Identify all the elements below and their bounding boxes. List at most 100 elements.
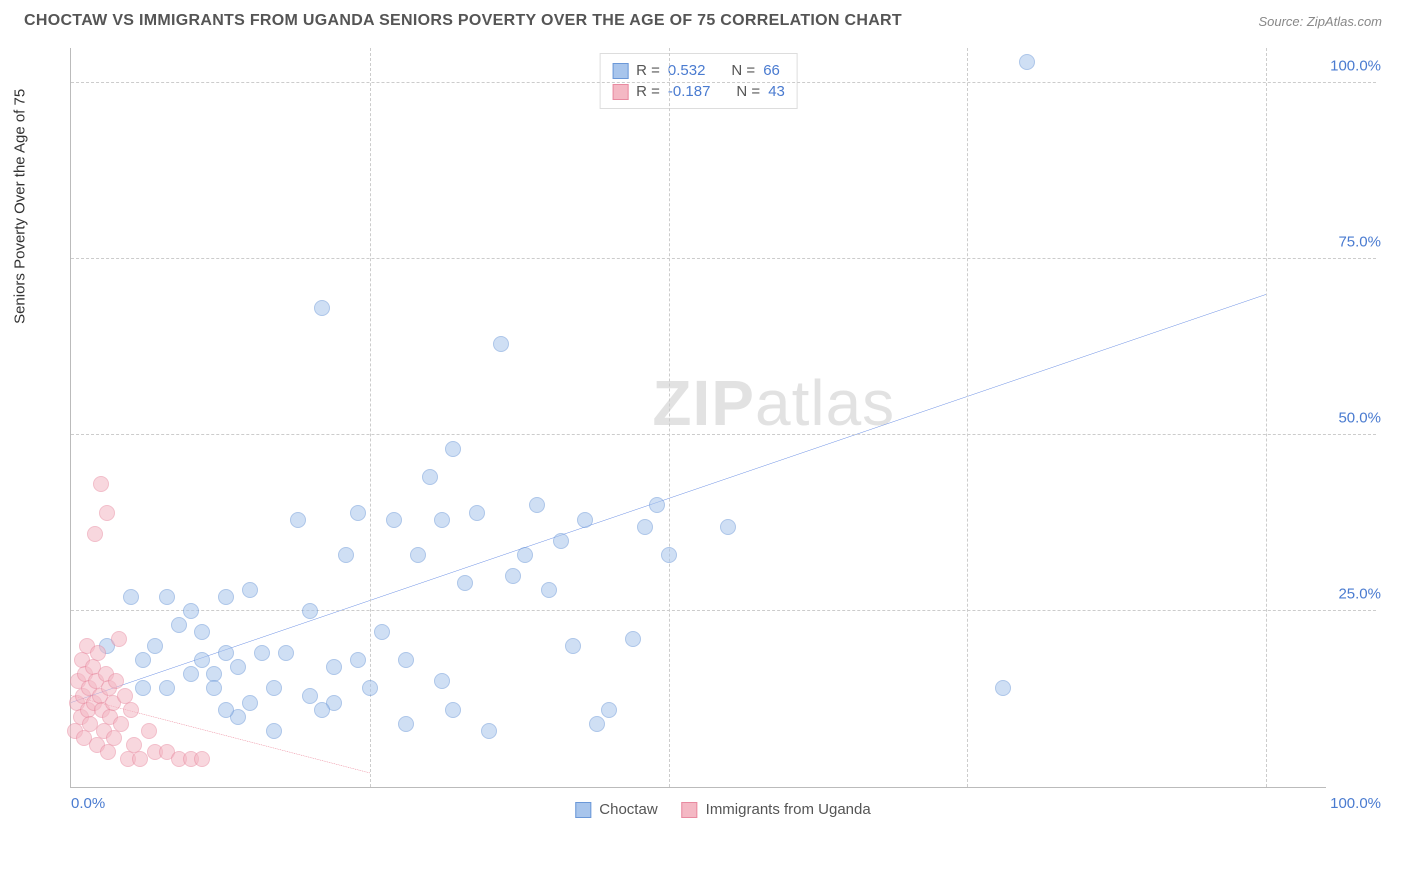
n-label: N = [731,62,755,79]
data-point [111,631,127,647]
data-point [171,617,187,633]
data-point [183,666,199,682]
data-point [481,723,497,739]
legend-label: Immigrants from Uganda [706,801,871,818]
r-value-choctaw: 0.532 [668,62,706,79]
data-point [123,589,139,605]
r-value-uganda: -0.187 [668,83,711,100]
n-label: N = [736,83,760,100]
y-tick-label: 100.0% [1330,58,1381,75]
y-tick-label: 75.0% [1338,234,1381,251]
trend-lines [71,48,1326,787]
data-point [577,512,593,528]
data-point [90,645,106,661]
gridline-vertical [370,48,371,787]
data-point [589,716,605,732]
plot-area: ZIPatlas R = 0.532 N = 66 R = -0.187 N =… [70,48,1326,788]
data-point [398,652,414,668]
data-point [386,512,402,528]
data-point [505,568,521,584]
data-point [1019,54,1035,70]
data-point [147,638,163,654]
data-point [601,702,617,718]
gridline-vertical [669,48,670,787]
gridline-horizontal [71,82,1376,83]
r-label: R = [636,83,660,100]
data-point [290,512,306,528]
data-point [242,695,258,711]
data-point [194,652,210,668]
x-tick-label: 0.0% [71,795,105,812]
legend-item-uganda: Immigrants from Uganda [682,801,871,818]
data-point [302,688,318,704]
data-point [100,744,116,760]
data-point [159,680,175,696]
data-point [529,497,545,513]
data-point [314,702,330,718]
data-point [87,526,103,542]
data-point [434,673,450,689]
data-point [194,751,210,767]
data-point [661,547,677,563]
data-point [637,519,653,535]
swatch-choctaw [575,802,591,818]
data-point [625,631,641,647]
data-point [218,645,234,661]
data-point [99,505,115,521]
data-point [445,441,461,457]
n-value-choctaw: 66 [763,62,780,79]
chart-header: CHOCTAW VS IMMIGRANTS FROM UGANDA SENIOR… [0,0,1406,38]
data-point [123,702,139,718]
data-point [517,547,533,563]
data-point [141,723,157,739]
data-point [206,680,222,696]
data-point [410,547,426,563]
data-point [457,575,473,591]
data-point [93,476,109,492]
data-point [338,547,354,563]
gridline-vertical [1266,48,1267,787]
data-point [374,624,390,640]
swatch-uganda [612,84,628,100]
data-point [159,589,175,605]
chart-container: Seniors Poverty Over the Age of 75 ZIPat… [60,38,1386,828]
data-point [106,730,122,746]
data-point [398,716,414,732]
gridline-horizontal [71,258,1376,259]
y-axis-label: Seniors Poverty Over the Age of 75 [12,89,29,324]
data-point [422,469,438,485]
data-point [242,582,258,598]
data-point [350,652,366,668]
data-point [266,680,282,696]
series-legend: Choctaw Immigrants from Uganda [575,801,870,818]
data-point [135,680,151,696]
data-point [649,497,665,513]
gridline-vertical [967,48,968,787]
data-point [720,519,736,535]
data-point [230,659,246,675]
swatch-choctaw [612,63,628,79]
swatch-uganda [682,802,698,818]
correlation-legend: R = 0.532 N = 66 R = -0.187 N = 43 [599,53,798,109]
data-point [434,512,450,528]
gridline-horizontal [71,610,1376,611]
data-point [302,603,318,619]
data-point [218,702,234,718]
data-point [362,680,378,696]
chart-title: CHOCTAW VS IMMIGRANTS FROM UGANDA SENIOR… [24,12,902,30]
data-point [553,533,569,549]
data-point [565,638,581,654]
data-point [350,505,366,521]
data-point [218,589,234,605]
data-point [135,652,151,668]
y-tick-label: 25.0% [1338,586,1381,603]
data-point [469,505,485,521]
data-point [493,336,509,352]
r-label: R = [636,62,660,79]
data-point [194,624,210,640]
n-value-uganda: 43 [768,83,785,100]
data-point [445,702,461,718]
data-point [995,680,1011,696]
x-tick-label: 100.0% [1330,795,1381,812]
data-point [278,645,294,661]
